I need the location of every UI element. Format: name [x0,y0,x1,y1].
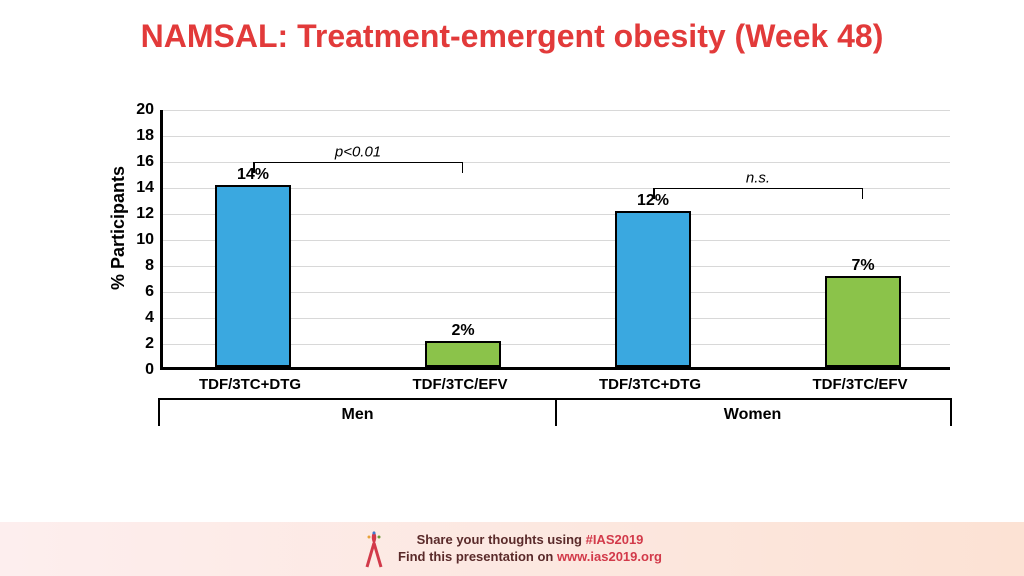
y-tick: 12 [136,205,154,223]
y-tick: 18 [136,127,154,145]
y-tick: 8 [145,257,154,275]
gridline [163,136,950,137]
footer-line2: Find this presentation on [398,549,557,564]
x-tick-label: TDF/3TC/EFV [812,376,907,393]
y-axis: 02468101214161820 [110,110,160,410]
y-tick: 6 [145,283,154,301]
bar-chart: % Participants 02468101214161820 14%2%p<… [70,110,950,440]
ribbon-icon [362,529,386,569]
significance-bracket [253,162,463,163]
bar [615,211,691,367]
gridline [163,110,950,111]
slide: NAMSAL: Treatment-emergent obesity (Week… [0,0,1024,576]
group-axis-line [158,398,950,400]
y-tick: 20 [136,101,154,119]
footer-url: www.ias2019.org [557,549,662,564]
group-separator [950,398,952,426]
bar [215,185,291,367]
y-tick: 2 [145,335,154,353]
bar-value-label: 2% [451,322,474,340]
plot-area: 14%2%p<0.0112%7%n.s. [160,110,950,370]
x-tick-label: TDF/3TC+DTG [199,376,301,393]
y-tick: 14 [136,179,154,197]
significance-label: p<0.01 [335,143,381,160]
group-label: Men [342,406,374,424]
group-label: Women [724,406,781,424]
y-tick: 0 [145,361,154,379]
bar [425,341,501,367]
y-tick: 4 [145,309,154,327]
footer-text: Share your thoughts using #IAS2019 Find … [398,532,662,566]
bar [825,276,901,367]
group-separator [555,398,557,426]
significance-label: n.s. [746,169,770,186]
footer-line1: Share your thoughts using [417,532,586,547]
bar-value-label: 7% [851,257,874,275]
footer-banner: Share your thoughts using #IAS2019 Find … [0,522,1024,576]
slide-title: NAMSAL: Treatment-emergent obesity (Week… [0,18,1024,55]
significance-bracket [653,188,863,189]
y-tick: 10 [136,231,154,249]
y-tick: 16 [136,153,154,171]
x-tick-label: TDF/3TC+DTG [599,376,701,393]
group-separator [158,398,160,426]
footer-hashtag: #IAS2019 [586,532,644,547]
x-tick-label: TDF/3TC/EFV [412,376,507,393]
